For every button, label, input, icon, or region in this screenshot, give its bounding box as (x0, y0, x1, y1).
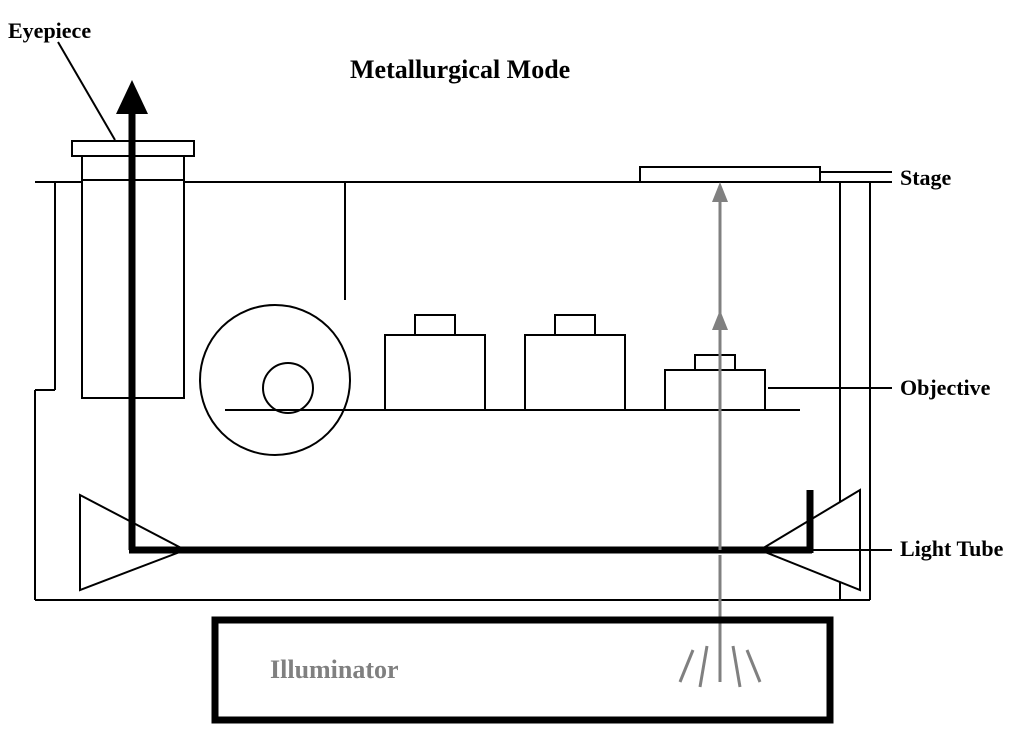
eyepiece-label: Eyepiece (8, 18, 91, 44)
thick-light-path (116, 80, 812, 553)
objective-3 (665, 355, 765, 410)
objective-1 (385, 315, 485, 410)
stage-label: Stage (900, 165, 951, 191)
stage-rect (640, 167, 820, 182)
objective-label: Objective (900, 375, 990, 401)
objective-2 (525, 315, 625, 410)
lighttube-label: Light Tube (900, 536, 1003, 562)
turret (200, 305, 350, 455)
diagram-title: Metallurgical Mode (350, 55, 570, 85)
illuminator-label: Illuminator (270, 655, 399, 685)
gray-light-path (712, 182, 728, 682)
diagram-svg (0, 0, 1035, 742)
